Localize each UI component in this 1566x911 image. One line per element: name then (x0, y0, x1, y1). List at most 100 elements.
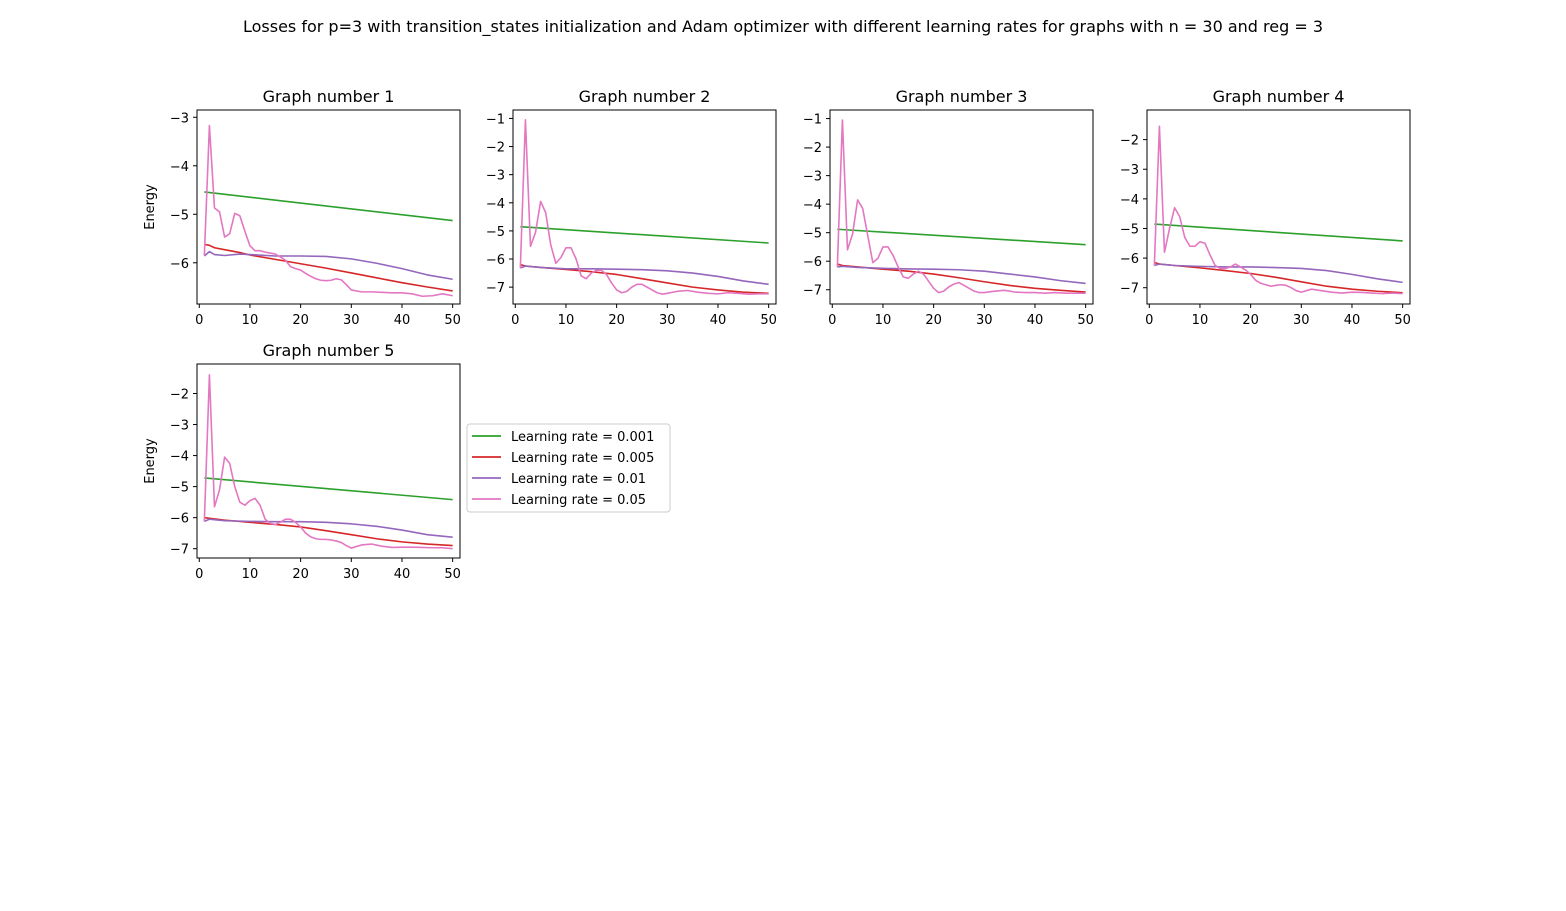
series-line-4 (203, 374, 453, 550)
subplot-title: Graph number 2 (579, 87, 711, 106)
y-tick-label: −2 (486, 141, 505, 156)
x-tick-label: 30 (1293, 313, 1310, 328)
y-tick-label: −6 (1120, 252, 1139, 267)
x-tick-label: 30 (659, 313, 676, 328)
y-tick-label: −6 (170, 512, 189, 527)
y-tick-label: −2 (1120, 134, 1139, 149)
series-line-4 (519, 119, 769, 295)
y-tick-label: −7 (803, 284, 822, 299)
x-tick-label: 0 (511, 313, 519, 328)
series-line-4 (836, 119, 1086, 294)
subplot-5: 0 10 20 30 40 50 −7 −6 −5 −4 −3 −2 Graph number 5 Ene… (143, 341, 461, 582)
legend-entry-label: Learning rate = 0.005 (511, 451, 654, 466)
y-tick-label: −5 (1120, 222, 1139, 237)
series-line-1 (837, 228, 1086, 246)
x-tick-label: 10 (242, 567, 259, 582)
figure-suptitle: Losses for p=3 with transition_states in… (243, 17, 1323, 37)
x-tick-label: 20 (608, 313, 625, 328)
axes-frame (512, 109, 777, 305)
axes-frame (196, 363, 461, 559)
x-tick-label: 50 (1394, 313, 1411, 328)
x-tick-label: 50 (444, 313, 461, 328)
y-tick-label: −7 (170, 543, 189, 558)
y-tick-label: −1 (486, 112, 505, 127)
series-line-1 (204, 191, 453, 222)
x-tick-label: 40 (710, 313, 727, 328)
y-tick-label: −5 (803, 227, 822, 242)
subplot-3: 0 10 20 30 40 50 −7 −6 −5 −4 −3 −2 −1 Graph number 3 (803, 87, 1094, 328)
x-tick-label: 30 (343, 567, 360, 582)
axes-frame (1146, 109, 1411, 305)
subplot-4: 0 10 20 30 40 50 −7 −6 −5 −4 −3 −2 Graph number 4 (1120, 87, 1411, 328)
subplot-title: Graph number 4 (1213, 87, 1345, 106)
y-tick-label: −2 (170, 387, 189, 402)
x-tick-label: 10 (242, 313, 259, 328)
y-tick-label: −3 (170, 419, 189, 434)
series-line-3 (837, 265, 1086, 285)
legend-entry-label: Learning rate = 0.01 (511, 472, 646, 487)
y-tick-label: −3 (803, 170, 822, 185)
x-tick-label: 20 (292, 313, 309, 328)
axes-frame (829, 109, 1094, 305)
subplot-title: Graph number 5 (263, 341, 395, 360)
series-line-3 (520, 265, 769, 286)
subplot-title: Graph number 3 (896, 87, 1028, 106)
x-tick-label: 0 (828, 313, 836, 328)
legend-entry-label: Learning rate = 0.001 (511, 430, 654, 445)
y-tick-label: −4 (803, 198, 822, 213)
x-tick-label: 10 (558, 313, 575, 328)
x-tick-label: 50 (444, 567, 461, 582)
series-line-4 (203, 124, 453, 298)
series-line-3 (1154, 263, 1403, 284)
x-tick-label: 40 (394, 313, 411, 328)
y-tick-label: −3 (1120, 163, 1139, 178)
x-tick-label: 0 (195, 567, 203, 582)
y-tick-label: −5 (486, 225, 505, 240)
y-tick-label: −7 (486, 281, 505, 296)
x-tick-label: 30 (343, 313, 360, 328)
series-line-1 (204, 477, 453, 501)
series-line-1 (1154, 223, 1403, 242)
y-tick-label: −2 (803, 141, 822, 156)
subplot-1: 0 10 20 30 40 50 −6 −5 −4 −3 Graph number 1 Energy (143, 87, 461, 328)
y-tick-label: −5 (170, 208, 189, 223)
y-tick-label: −4 (1120, 193, 1139, 208)
y-tick-label: −6 (486, 253, 505, 268)
series-line-3 (203, 250, 453, 281)
y-tick-label: −1 (803, 113, 822, 128)
x-tick-label: 50 (760, 313, 777, 328)
x-tick-label: 0 (1145, 313, 1153, 328)
y-tick-label: −6 (803, 255, 822, 270)
subplot-title: Graph number 1 (263, 87, 395, 106)
axes-frame (196, 109, 461, 305)
x-tick-label: 20 (1242, 313, 1259, 328)
legend-entry-label: Learning rate = 0.05 (511, 493, 646, 508)
x-tick-label: 20 (292, 567, 309, 582)
x-tick-label: 20 (925, 313, 942, 328)
x-tick-label: 50 (1077, 313, 1094, 328)
x-tick-label: 0 (195, 313, 203, 328)
series-line-3 (204, 518, 453, 538)
x-tick-label: 30 (976, 313, 993, 328)
y-axis-label: Energy (143, 438, 158, 484)
subplots: 0 10 20 30 40 50 −6 −5 −4 −3 Graph number 1 Energy 0… (143, 87, 1411, 582)
x-tick-label: 10 (1192, 313, 1209, 328)
x-tick-label: 40 (1344, 313, 1361, 328)
legend-frame (466, 423, 671, 513)
legend: Learning rate = 0.001 Learning rate = 0.0… (466, 423, 671, 513)
series-line-2 (204, 243, 453, 292)
y-tick-label: −7 (1120, 282, 1139, 297)
y-tick-label: −3 (486, 169, 505, 184)
x-tick-label: 10 (875, 313, 892, 328)
y-tick-label: −6 (170, 257, 189, 272)
series-line-4 (1153, 125, 1403, 295)
y-tick-label: −4 (170, 160, 189, 175)
x-tick-label: 40 (394, 567, 411, 582)
y-tick-label: −5 (170, 481, 189, 496)
y-axis-label: Energy (143, 184, 158, 230)
series-line-1 (520, 225, 769, 244)
x-tick-label: 40 (1027, 313, 1044, 328)
subplot-2: 0 10 20 30 40 50 −7 −6 −5 −4 −3 −2 −1 Graph number 2 (486, 87, 777, 328)
